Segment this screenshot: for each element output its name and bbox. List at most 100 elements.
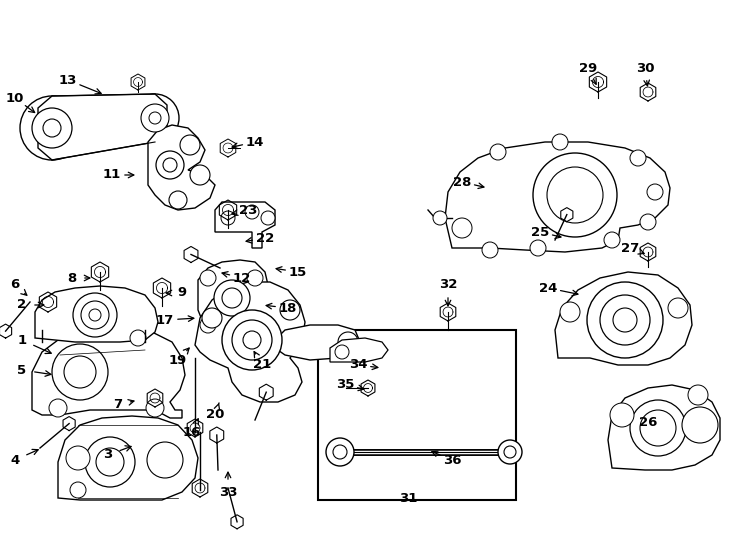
Text: 4: 4 <box>10 454 20 467</box>
Text: 8: 8 <box>68 272 76 285</box>
Polygon shape <box>38 94 167 160</box>
Polygon shape <box>445 142 670 252</box>
Circle shape <box>222 288 242 308</box>
Circle shape <box>498 440 522 464</box>
Text: 9: 9 <box>178 287 186 300</box>
Circle shape <box>221 211 235 225</box>
Text: 28: 28 <box>453 176 471 188</box>
Text: 27: 27 <box>621 241 639 254</box>
Text: 2: 2 <box>18 299 26 312</box>
Circle shape <box>180 135 200 155</box>
Circle shape <box>85 437 135 487</box>
Circle shape <box>688 385 708 405</box>
Text: 32: 32 <box>439 279 457 292</box>
Circle shape <box>89 309 101 321</box>
Circle shape <box>66 446 90 470</box>
Text: 35: 35 <box>336 379 355 392</box>
Text: 7: 7 <box>114 399 123 411</box>
Text: 18: 18 <box>279 301 297 314</box>
Circle shape <box>280 300 300 320</box>
Text: 34: 34 <box>349 359 367 372</box>
Text: 1: 1 <box>18 334 26 347</box>
Circle shape <box>552 134 568 150</box>
Circle shape <box>333 445 347 459</box>
Text: 25: 25 <box>531 226 549 239</box>
Circle shape <box>247 312 263 328</box>
Circle shape <box>202 308 222 328</box>
Circle shape <box>73 293 117 337</box>
Bar <box>318 330 516 500</box>
Polygon shape <box>198 260 272 348</box>
Circle shape <box>49 399 67 417</box>
Circle shape <box>130 330 146 346</box>
Text: 29: 29 <box>579 62 597 75</box>
Circle shape <box>547 167 603 223</box>
Circle shape <box>232 320 272 360</box>
Circle shape <box>131 94 179 142</box>
Text: 19: 19 <box>169 354 187 367</box>
Polygon shape <box>330 338 388 362</box>
Circle shape <box>245 205 259 219</box>
Text: 30: 30 <box>636 62 654 75</box>
Circle shape <box>43 119 61 137</box>
Text: 5: 5 <box>18 363 26 376</box>
Text: 26: 26 <box>639 415 657 429</box>
Polygon shape <box>32 330 185 418</box>
Text: 6: 6 <box>10 279 20 292</box>
Circle shape <box>96 448 124 476</box>
Text: 23: 23 <box>239 204 257 217</box>
Circle shape <box>32 108 72 148</box>
Circle shape <box>530 240 546 256</box>
Circle shape <box>156 151 184 179</box>
Polygon shape <box>148 125 215 210</box>
Circle shape <box>490 144 506 160</box>
Circle shape <box>261 211 275 225</box>
Text: 16: 16 <box>183 426 201 438</box>
Text: 20: 20 <box>206 408 224 422</box>
Circle shape <box>682 407 718 443</box>
Text: 31: 31 <box>399 491 417 504</box>
Text: 13: 13 <box>59 73 77 86</box>
Circle shape <box>630 400 686 456</box>
Circle shape <box>149 112 161 124</box>
Polygon shape <box>195 282 305 402</box>
Circle shape <box>610 403 634 427</box>
Circle shape <box>247 270 263 286</box>
Text: 36: 36 <box>443 454 461 467</box>
Polygon shape <box>275 325 360 360</box>
Circle shape <box>146 399 164 417</box>
Circle shape <box>81 301 109 329</box>
Circle shape <box>452 218 472 238</box>
Text: 14: 14 <box>246 136 264 148</box>
Circle shape <box>20 96 84 160</box>
Polygon shape <box>608 385 720 470</box>
Circle shape <box>482 242 498 258</box>
Text: 22: 22 <box>256 232 274 245</box>
Circle shape <box>613 308 637 332</box>
Circle shape <box>640 214 656 230</box>
Circle shape <box>604 232 620 248</box>
Circle shape <box>64 356 96 388</box>
Circle shape <box>200 317 216 333</box>
Circle shape <box>163 158 177 172</box>
Circle shape <box>640 410 676 446</box>
Circle shape <box>600 295 650 345</box>
Circle shape <box>338 332 358 352</box>
Text: 12: 12 <box>233 272 251 285</box>
Text: 17: 17 <box>156 314 174 327</box>
Circle shape <box>70 482 86 498</box>
Circle shape <box>560 302 580 322</box>
Circle shape <box>647 184 663 200</box>
Circle shape <box>433 211 447 225</box>
Text: 21: 21 <box>253 359 271 372</box>
Polygon shape <box>555 272 692 365</box>
Circle shape <box>668 298 688 318</box>
Polygon shape <box>215 202 275 248</box>
Text: 33: 33 <box>219 485 237 498</box>
Text: 24: 24 <box>539 281 557 294</box>
Text: 3: 3 <box>103 449 112 462</box>
Circle shape <box>533 153 617 237</box>
Circle shape <box>214 280 250 316</box>
Circle shape <box>335 345 349 359</box>
Circle shape <box>504 446 516 458</box>
